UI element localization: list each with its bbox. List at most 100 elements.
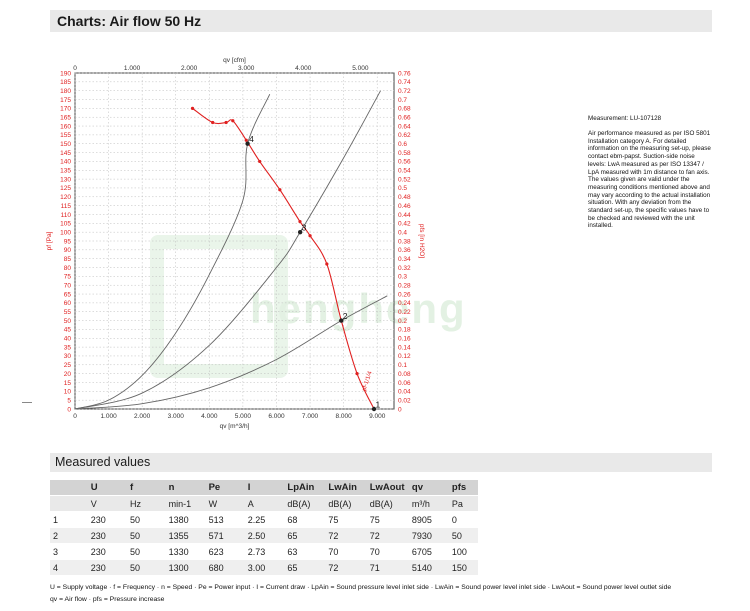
table-cell: LwAout [366,480,409,496]
x-top-tick-label: 5.000 [352,65,369,72]
table-cell: 4 [50,559,88,576]
y-right-tick-label: 0.24 [398,300,411,307]
table-cell: 230 [87,511,127,528]
watermark-logo [150,235,288,378]
table-cell: LwAin [325,480,367,496]
y-left-tick-label: 65 [64,291,72,298]
table-cell: 623 [205,543,245,560]
x-bottom-tick-label: 8.000 [335,413,352,420]
table-cell: 150 [448,559,478,576]
table-cell: 50 [448,527,478,544]
table-cell: n [165,480,206,496]
y-left-tick-label: 10 [64,389,72,396]
y-left-tick-label: 170 [60,106,71,113]
table-cell: 72 [366,527,409,544]
margin-dash [22,402,32,403]
y-right-tick-label: 0.32 [398,265,411,272]
y-left-tick-label: 190 [60,70,71,77]
y-right-tick-label: 0.56 [398,159,411,166]
y-left-tick-label: 145 [60,150,71,157]
y-left-tick-label: 165 [60,115,71,122]
y-right-tick-label: 0.74 [398,79,411,86]
fan-curve-point [190,106,195,110]
table-cell: dB(A) [284,495,326,512]
y-left-tick-label: 75 [64,274,72,281]
x-top-axis-label: qv [cfm] [223,57,246,64]
y-right-tick-label: 0.06 [398,380,411,387]
y-left-tick-label: 55 [64,309,72,316]
table-cell: Pe [205,480,245,496]
table-cell: U [87,480,127,496]
y-left-tick-label: 40 [64,336,72,343]
table-cell: 63 [284,543,326,560]
y-right-tick-label: 0.62 [398,132,411,139]
y-left-tick-label: 135 [60,168,71,175]
x-top-tick-label: 4.000 [295,65,312,72]
table-cell: 5140 [408,559,449,576]
y-left-tick-label: 45 [64,327,72,334]
y-left-tick-label: 100 [60,229,71,236]
fan-curve-label: pf-1/1/4 [362,370,374,392]
watermark-text: hengheng [250,285,467,332]
operating-point-label: 4 [249,134,254,144]
y-left-tick-label: 70 [64,283,72,290]
table-cell [50,480,88,496]
y-right-tick-label: 0.52 [398,176,411,183]
table-cell: 65 [284,527,326,544]
table-cell: LpAin [284,480,326,496]
y-right-tick-label: 0 [398,406,402,413]
x-bottom-tick-label: 2.000 [134,413,151,420]
table-cell: I [244,480,285,496]
y-right-tick-label: 0.64 [398,123,411,130]
table-cell: 1300 [165,559,206,576]
y-left-tick-label: 15 [64,380,72,387]
table-cell: 2 [50,527,88,544]
page-title-bar: Charts: Air flow 50 Hz [50,10,712,32]
y-left-tick-label: 25 [64,362,72,369]
y-left-tick-label: 140 [60,159,71,166]
x-bottom-tick-label: 7.000 [302,413,319,420]
table-row: 3 230 50 1330 623 2.73 63 70 70 6705 100 [50,543,478,560]
y-left-tick-label: 90 [64,247,72,254]
x-bottom-tick-label: 9.000 [369,413,386,420]
table-cell: 1380 [165,511,206,528]
y-right-tick-label: 0.72 [398,88,411,95]
y-left-tick-label: 150 [60,141,71,148]
table-cell: dB(A) [325,495,367,512]
x-top-tick-label: 1.000 [124,65,141,72]
table-cell: 1 [50,511,88,528]
table-cell: 2.25 [244,511,285,528]
y-left-tick-label: 105 [60,221,71,228]
airflow-chart: 0510152025303540455055606570758085909510… [46,57,425,430]
table-cell: 70 [325,543,367,560]
fan-curve-point [258,159,262,164]
y-right-tick-label: 0.16 [398,336,411,343]
fan-curve-point [231,119,235,123]
table-cell: 50 [126,511,166,528]
y-left-tick-label: 115 [61,203,72,210]
measured-values-title: Measured values [55,455,151,469]
x-top-tick-label: 2.000 [181,65,198,72]
x-bottom-tick-label: 6.000 [268,413,285,420]
fan-curve-point [211,120,215,125]
table-cell: 3 [50,543,88,560]
y-left-tick-label: 20 [64,371,72,378]
measurement-notes: Air performance measured as per ISO 5801… [588,130,711,230]
y-left-tick-label: 160 [60,123,71,130]
table-cell: 70 [366,543,409,560]
table-cell: 75 [325,511,367,528]
operating-point [245,141,250,146]
operating-point-label: 3 [302,223,307,233]
y-right-tick-label: 0.12 [398,353,411,360]
y-right-axis-label: pfs [in H2O] [418,224,425,259]
fan-curve-point [244,138,248,142]
table-cell: 72 [325,527,367,544]
table-cell: 100 [448,543,478,560]
fan-curve-point [278,188,282,192]
table-cell: 50 [126,527,166,544]
y-left-tick-label: 60 [64,300,72,307]
y-right-tick-label: 0.54 [398,168,411,175]
